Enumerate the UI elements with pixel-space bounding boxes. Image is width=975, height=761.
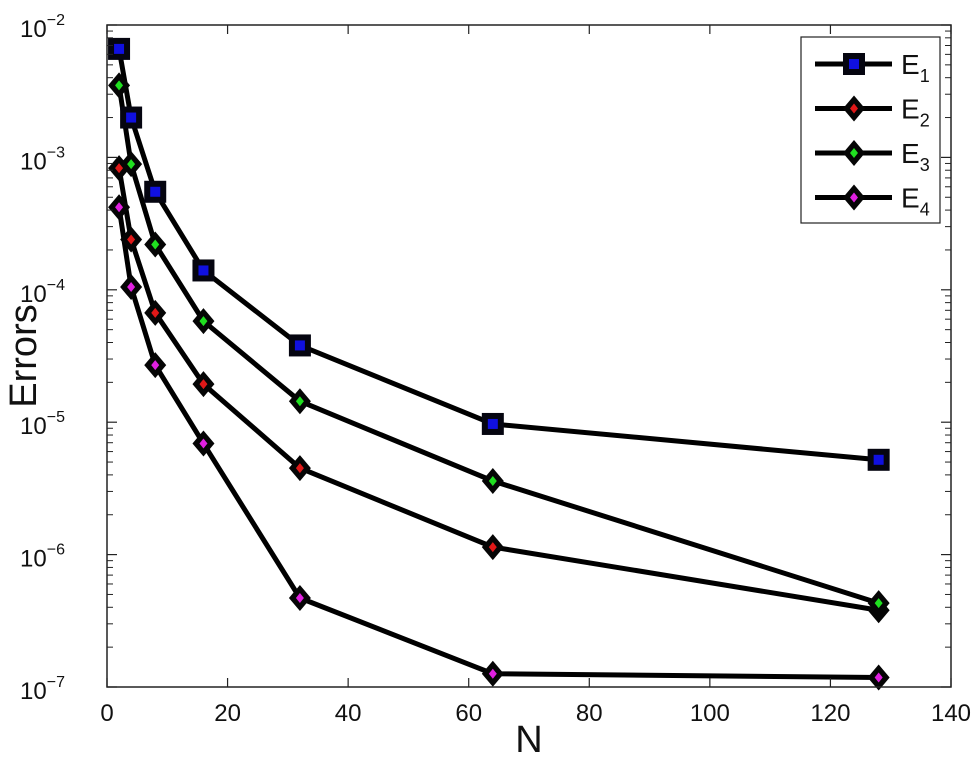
y-tick-label: 10−7 xyxy=(20,674,65,705)
data-point-E3-marker-fill xyxy=(199,316,208,327)
legend-label: E3 xyxy=(901,138,930,175)
data-point-E2-marker-fill xyxy=(151,307,160,318)
y-tick-label: 10−2 xyxy=(20,12,65,43)
x-tick-label: 120 xyxy=(810,700,850,727)
y-tick-label: 10−6 xyxy=(20,542,65,573)
data-point-E3-marker-fill xyxy=(488,475,497,486)
data-point-E2-marker-fill xyxy=(199,379,208,390)
y-tick-label: 10−3 xyxy=(20,144,65,175)
data-point-E1-marker-fill xyxy=(114,43,125,54)
data-point-E3-marker-fill xyxy=(295,396,304,407)
series-layer xyxy=(108,37,890,691)
data-point-E3-marker-fill xyxy=(151,239,160,250)
data-point-E4-marker-fill xyxy=(874,672,883,683)
legend-E4-marker-fill xyxy=(850,192,858,203)
data-point-E4-marker-fill xyxy=(199,438,208,449)
x-tick-label: 0 xyxy=(100,700,113,727)
data-point-E1-marker-fill xyxy=(198,265,209,276)
series-markers-E1 xyxy=(108,37,890,471)
legend-box xyxy=(800,36,941,224)
legend-label: E4 xyxy=(901,183,930,220)
series-markers-E4 xyxy=(108,194,890,691)
legend-E1-marker-fill xyxy=(849,59,859,69)
data-point-E3-marker-fill xyxy=(874,598,883,609)
data-point-E1-marker-fill xyxy=(126,112,137,123)
data-point-E2-marker-fill xyxy=(488,542,497,553)
data-point-E4-marker-fill xyxy=(151,360,160,371)
y-tick-label: 10−4 xyxy=(20,277,65,308)
x-tick-label: 20 xyxy=(214,700,241,727)
legend-entry-E3: E3 xyxy=(815,138,930,175)
data-point-E4-marker-fill xyxy=(127,281,136,292)
x-tick-label: 140 xyxy=(931,700,971,727)
x-tick-label: 80 xyxy=(576,700,603,727)
data-point-E4-marker-fill xyxy=(488,668,497,679)
data-point-E1-marker-fill xyxy=(873,454,884,465)
data-point-E1-marker-fill xyxy=(487,418,498,429)
legend-entry-E2: E2 xyxy=(815,94,930,131)
data-point-E2-marker-fill xyxy=(295,463,304,474)
data-point-E3-marker-fill xyxy=(127,159,136,170)
x-tick-label: 60 xyxy=(455,700,482,727)
x-tick-label: 100 xyxy=(690,700,730,727)
axes-layer: 0 20 40 60 80 100 120 140 10−7 10−6 10−5 10−4 10−3 10… xyxy=(20,12,971,727)
data-point-E4-marker-fill xyxy=(295,593,304,604)
x-tick-label: 40 xyxy=(335,700,362,727)
data-point-E1-marker-fill xyxy=(150,186,161,197)
legend-entry-E1: E1 xyxy=(815,49,930,86)
legend: E1 E2 E3 E4 xyxy=(800,36,941,224)
series-markers-E3 xyxy=(108,72,890,617)
legend-E2-marker-fill xyxy=(850,103,858,114)
legend-label: E1 xyxy=(901,49,930,86)
data-point-E1-marker-fill xyxy=(294,340,305,351)
data-point-E3-marker-fill xyxy=(115,80,124,91)
y-tick-label: 10−5 xyxy=(20,409,65,440)
data-point-E2-marker-fill xyxy=(127,234,136,245)
data-point-E2-marker-fill xyxy=(115,163,124,174)
y-axis-title: Errors xyxy=(3,304,45,407)
legend-E3-marker-fill xyxy=(850,148,858,158)
x-axis-title: N xyxy=(515,719,542,761)
legend-label: E2 xyxy=(901,94,930,131)
legend-entry-E4: E4 xyxy=(815,183,930,220)
data-point-E4-marker-fill xyxy=(115,202,124,213)
axes-frame xyxy=(106,24,952,688)
